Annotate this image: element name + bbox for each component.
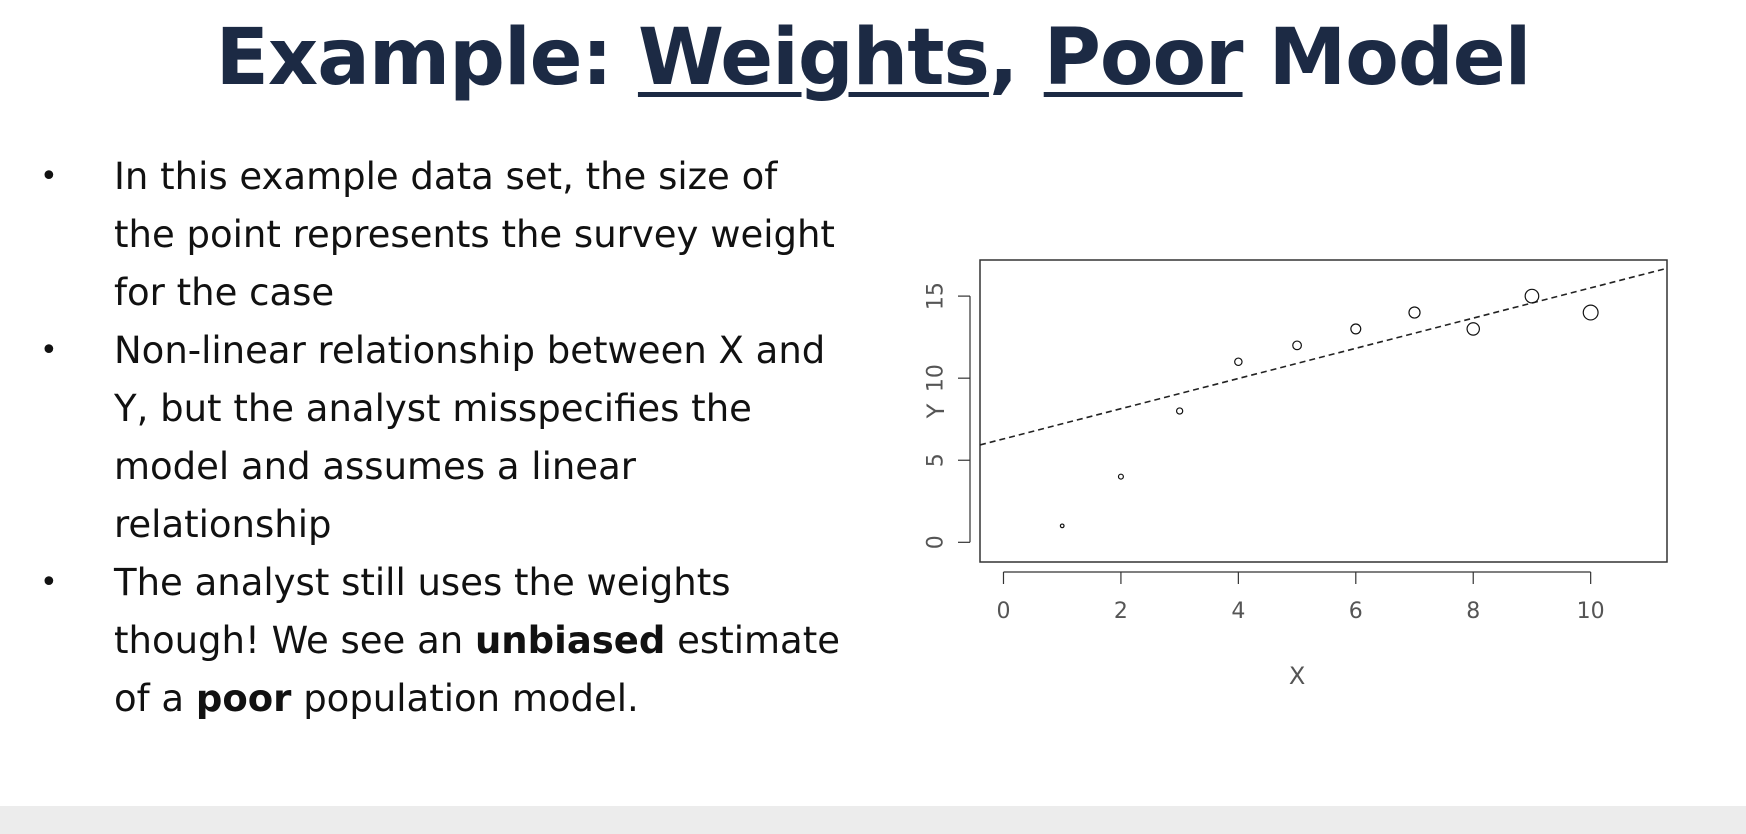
x-axis-title: X bbox=[1289, 662, 1305, 690]
bullet-text: population model. bbox=[291, 677, 639, 720]
y-tick-label: 0 bbox=[924, 535, 949, 549]
y-tick-label: 10 bbox=[924, 364, 949, 392]
x-tick-label: 4 bbox=[1231, 599, 1245, 624]
data-point bbox=[1059, 523, 1065, 529]
title-comma: , bbox=[988, 13, 1044, 103]
bullet-text: In this example data set, the size of th… bbox=[114, 155, 835, 314]
x-tick-label: 10 bbox=[1577, 599, 1605, 624]
bullet-bold-poor: poor bbox=[195, 677, 292, 720]
data-point bbox=[1350, 323, 1362, 335]
x-tick-label: 2 bbox=[1114, 599, 1128, 624]
bullet-list: • In this example data set, the size of … bbox=[40, 148, 840, 728]
data-point bbox=[1408, 306, 1421, 319]
y-tick-label: 15 bbox=[924, 282, 949, 310]
bullet-item: • In this example data set, the size of … bbox=[40, 148, 840, 322]
bullet-text: The analyst still uses the weights thoug… bbox=[114, 561, 731, 662]
data-point bbox=[1175, 407, 1184, 415]
x-tick-label: 0 bbox=[996, 599, 1010, 624]
data-point bbox=[1234, 357, 1243, 367]
x-tick-label: 6 bbox=[1349, 599, 1363, 624]
plot-frame bbox=[979, 259, 1668, 563]
bottom-bar bbox=[0, 806, 1746, 834]
chart-svg: 0 2 4 6 8 10 0 5 10 15 X Y bbox=[922, 259, 1668, 690]
bullet-text: Non-linear relationship between X and Y,… bbox=[114, 329, 826, 546]
slide-title: Example: Weights, Poor Model bbox=[0, 8, 1746, 108]
bullet-dot-icon: • bbox=[40, 565, 58, 600]
bullet-item: • Non-linear relationship between X and … bbox=[40, 322, 840, 554]
y-tick-label: 5 bbox=[924, 453, 949, 467]
scatter-chart: 0 2 4 6 8 10 0 5 10 15 X Y bbox=[860, 240, 1680, 760]
fit-line bbox=[979, 267, 1668, 446]
title-prefix: Example: bbox=[215, 13, 638, 103]
y-axis-title: Y bbox=[922, 403, 950, 419]
data-point bbox=[1292, 340, 1302, 351]
bullet-dot-icon: • bbox=[40, 159, 58, 194]
title-poor: Poor bbox=[1043, 13, 1244, 103]
bullet-text: estimate of a bbox=[114, 619, 840, 720]
x-tick-label: 8 bbox=[1466, 599, 1480, 624]
title-weights: Weights bbox=[637, 13, 990, 103]
data-point bbox=[1117, 473, 1124, 480]
bullet-dot-icon: • bbox=[40, 333, 58, 368]
data-point bbox=[1466, 322, 1480, 336]
bullet-bold-unbiased: unbiased bbox=[474, 619, 666, 662]
data-point bbox=[1524, 288, 1540, 304]
bullet-item: • The analyst still uses the weights tho… bbox=[40, 554, 840, 728]
title-model: Model bbox=[1242, 13, 1532, 103]
data-point bbox=[1582, 304, 1599, 321]
